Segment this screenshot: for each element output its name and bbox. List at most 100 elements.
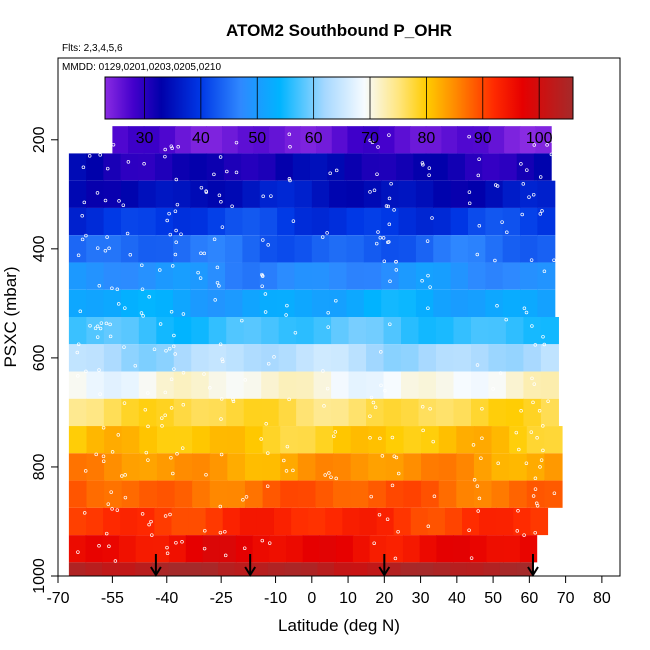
observation-point xyxy=(379,350,383,354)
heatmap-cell xyxy=(401,344,420,372)
observation-point xyxy=(287,132,292,137)
heatmap-cell xyxy=(86,344,105,372)
heatmap-cell xyxy=(284,126,302,154)
heatmap-cell xyxy=(86,398,105,427)
heatmap-cell xyxy=(403,453,422,481)
observation-point xyxy=(163,147,167,152)
observation-point xyxy=(150,533,154,537)
heatmap-cell xyxy=(421,426,440,454)
heatmap-cell xyxy=(85,562,103,576)
observation-point xyxy=(212,237,217,242)
observation-point xyxy=(180,446,185,450)
heatmap-cell xyxy=(68,507,87,536)
heatmap-cell xyxy=(488,398,507,427)
heatmap-cell xyxy=(433,562,451,576)
heatmap-cell xyxy=(523,371,542,399)
heatmap-cell xyxy=(421,453,440,481)
observation-point xyxy=(174,540,178,545)
heatmap-cell xyxy=(103,153,122,181)
heatmap-cell xyxy=(381,262,400,290)
heatmap-cell xyxy=(174,453,193,481)
heatmap-cell xyxy=(346,235,365,263)
heatmap-cell xyxy=(156,480,176,508)
heatmap-cell xyxy=(139,426,158,454)
observation-point xyxy=(325,386,330,391)
heatmap-cell xyxy=(280,453,299,481)
heatmap-cell xyxy=(68,453,88,481)
heatmap-cell xyxy=(226,398,245,427)
colorbar-tick-label: 30 xyxy=(136,130,154,147)
heatmap-cell xyxy=(436,535,454,563)
colorbar-tick-label: 80 xyxy=(417,130,435,147)
heatmap-cell xyxy=(333,480,352,508)
observation-point xyxy=(368,414,372,418)
heatmap-cell xyxy=(68,535,87,563)
heatmap-cell xyxy=(425,126,443,154)
heatmap-cell xyxy=(418,317,437,345)
observation-point xyxy=(476,509,480,513)
observation-point xyxy=(368,436,372,440)
observation-point xyxy=(204,472,208,477)
observation-point xyxy=(115,287,120,292)
heatmap-cell xyxy=(205,507,224,536)
observation-point xyxy=(84,369,88,374)
observation-point xyxy=(105,166,110,171)
observation-point xyxy=(198,276,203,280)
observation-point xyxy=(467,190,472,194)
observation-point xyxy=(169,144,174,148)
observation-point xyxy=(516,509,520,513)
observation-point xyxy=(266,451,270,455)
observation-point xyxy=(373,405,378,410)
heatmap-cell xyxy=(433,180,452,208)
heatmap-bands xyxy=(68,126,563,576)
heatmap-cell xyxy=(381,180,400,208)
observation-point xyxy=(106,502,111,506)
heatmap-cell xyxy=(315,480,334,508)
observation-point xyxy=(332,434,336,438)
observation-point xyxy=(218,155,223,159)
heatmap-cell xyxy=(86,180,105,208)
observation-point xyxy=(219,452,224,457)
observation-point xyxy=(533,530,537,535)
heatmap-cell xyxy=(348,398,367,427)
heatmap-cell xyxy=(121,398,140,427)
heatmap-cell xyxy=(294,262,313,290)
heatmap-cell xyxy=(207,207,226,236)
heatmap-cell xyxy=(277,289,296,317)
observation-point xyxy=(163,413,167,418)
heatmap-cell xyxy=(190,207,209,236)
observation-point xyxy=(147,522,151,527)
heatmap-cell xyxy=(444,507,463,536)
heatmap-cell xyxy=(485,180,504,208)
observation-point xyxy=(521,182,526,186)
observation-point xyxy=(291,219,296,223)
observation-point xyxy=(535,436,539,440)
heatmap-cell xyxy=(190,180,209,208)
heatmap-cell xyxy=(139,480,158,508)
heatmap-cell xyxy=(191,371,210,399)
heatmap-cell xyxy=(244,426,264,454)
heatmap-cell xyxy=(331,371,350,399)
heatmap-cell xyxy=(381,289,400,317)
heatmap-cell xyxy=(331,317,350,345)
observation-point xyxy=(123,306,127,310)
heatmap-cell xyxy=(120,235,139,263)
observation-point xyxy=(218,342,223,346)
heatmap-cell xyxy=(378,126,396,154)
heatmap-cell xyxy=(450,180,469,208)
observation-point xyxy=(377,512,382,517)
heatmap-cell xyxy=(415,289,434,317)
heatmap-cell xyxy=(261,398,280,427)
heatmap-cell xyxy=(277,235,296,263)
observation-point xyxy=(538,212,543,216)
observation-point xyxy=(329,475,333,479)
heatmap-cell xyxy=(261,371,280,399)
observation-point xyxy=(202,372,206,376)
observation-point xyxy=(426,306,430,310)
observation-point xyxy=(432,494,437,499)
heatmap-cell xyxy=(68,371,87,399)
heatmap-cell xyxy=(262,480,281,508)
heatmap-cell xyxy=(154,153,173,181)
heatmap-cell xyxy=(526,426,545,454)
observation-point xyxy=(110,450,115,454)
